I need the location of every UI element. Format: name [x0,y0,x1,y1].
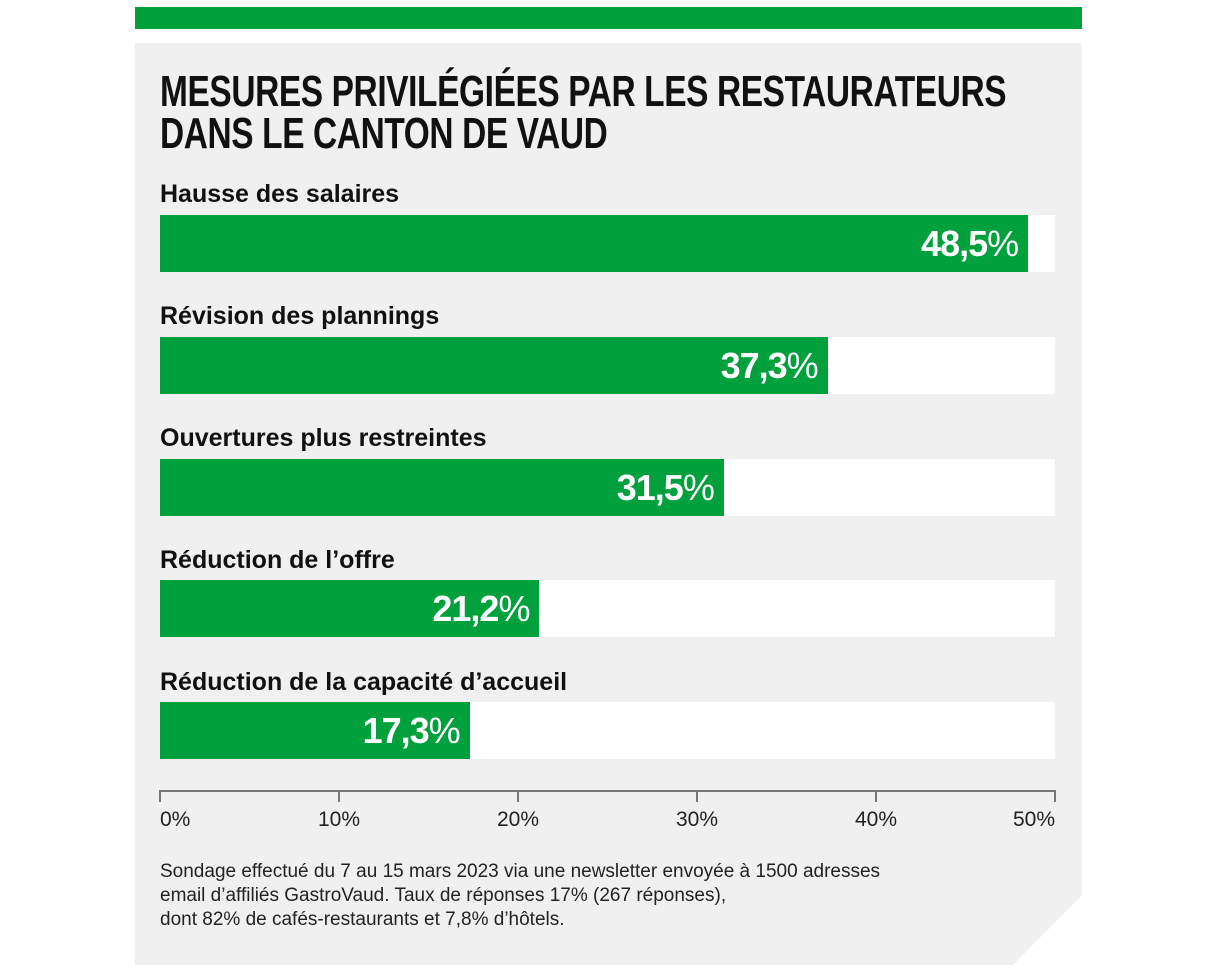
category-label: Hausse des salaires [160,180,400,208]
bar: 48,5% [160,215,1029,272]
data-label: 17,3% [362,710,461,752]
x-tick [875,790,877,802]
data-label-value: 37,3 [720,345,788,386]
category-label: Ouvertures plus restreintes [160,424,487,452]
data-label-value: 17,3 [362,710,430,751]
data-label-value: 31,5 [616,467,684,508]
footnote-line-1: Sondage effectué du 7 au 15 mars 2023 vi… [160,861,881,882]
bar-track: 37,3% [160,337,1055,394]
category-label: Révision des plannings [160,302,440,330]
data-label-suffix: % [987,223,1019,264]
bar: 31,5% [160,459,724,516]
x-tick [159,790,161,802]
category-label: Réduction de l’offre [160,546,395,574]
x-axis [160,790,1055,792]
x-tick-label: 10% [317,808,361,831]
x-tick [1054,790,1056,802]
footnote-line-2: email d’affiliés GastroVaud. Taux de rép… [160,885,727,906]
data-label-value: 48,5 [921,223,988,264]
data-label-suffix: % [682,467,715,508]
data-label: 31,5% [616,467,715,509]
x-tick-label: 50% [1012,808,1055,831]
bar: 21,2% [160,580,540,637]
top-accent-bar [135,7,1082,29]
data-label: 21,2% [432,588,530,630]
data-label: 37,3% [720,345,819,387]
x-tick-label: 30% [675,808,719,831]
data-label-suffix: % [428,710,461,751]
data-label-suffix: % [498,588,530,629]
x-tick [517,790,519,802]
x-tick [338,790,340,802]
category-label: Réduction de la capacité d’accueil [160,668,568,696]
x-tick [696,790,698,802]
footnote-line-3: dont 82% de cafés-restaurants et 7,8% d’… [160,909,565,930]
x-tick-label: 0% [160,808,191,831]
chart-title-line-1: MESURES PRIVILÉGIÉES PAR LES RESTAURATEU… [160,67,1007,116]
data-label: 48,5% [921,223,1019,265]
bar-track: 17,3% [160,702,1055,759]
bar-track: 21,2% [160,580,1055,637]
bar: 37,3% [160,337,828,394]
bar-track: 48,5% [160,215,1055,272]
chart-title-line-2: DANS LE CANTON DE VAUD [160,109,608,158]
data-label-value: 21,2 [432,588,499,629]
bar-track: 31,5% [160,459,1055,516]
bar: 17,3% [160,702,470,759]
x-tick-label: 20% [496,808,540,831]
x-tick-label: 40% [854,808,898,831]
data-label-suffix: % [786,345,819,386]
